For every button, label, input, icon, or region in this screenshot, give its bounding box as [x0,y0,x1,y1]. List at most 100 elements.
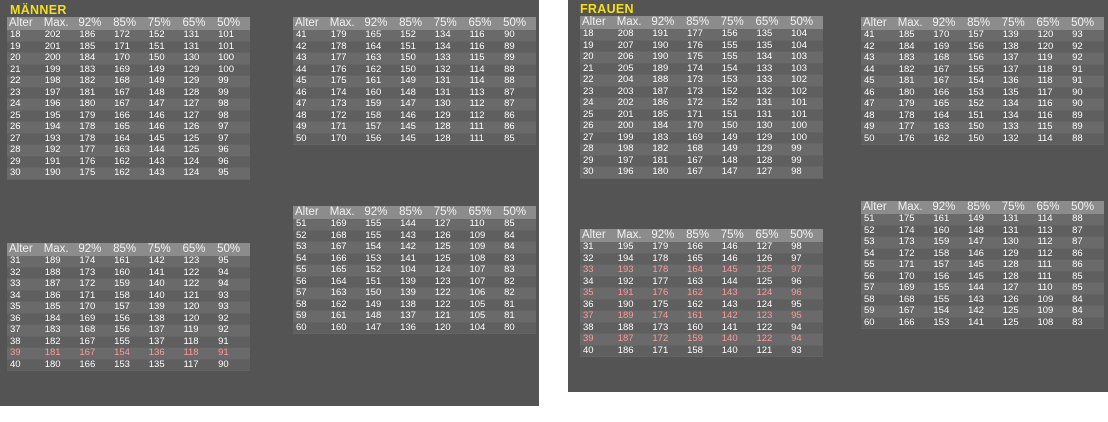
table-cell: 118 [1037,76,1053,86]
table-cell: 88 [504,76,515,86]
column-header: Max. [43,17,69,29]
table-cell: 167 [114,87,130,98]
table-cell: 162 [687,288,703,298]
table-cell: 151 [148,41,165,52]
table-cell: 85 [504,133,515,144]
table-row: 52 168 155 143 126 109 84 [293,230,536,242]
table-cell: 132 [756,86,773,97]
table-cell: 144 [721,276,738,287]
table-cell: 113 [469,87,485,98]
table-cell: 107 [469,276,486,287]
table-cell: 166 [687,242,703,252]
table-cell: 188 [617,322,634,333]
table-cell: 176 [898,133,915,144]
table-cell: 159 [933,237,950,247]
table-cell: 150 [400,53,416,63]
table-cell: 129 [183,76,200,86]
table-cell: 163 [365,53,382,63]
table-cell: 170 [114,53,130,63]
column-header: 65% [182,17,206,29]
table-cell: 147 [968,237,984,247]
table-cell: 60 [296,322,307,333]
table-row: 27 199 183 169 149 129 100 [580,132,823,144]
table-cell: 178 [898,110,915,121]
table-cell: 189 [652,63,669,74]
table-cell: 177 [898,122,915,132]
table-row: 36 190 175 162 143 124 95 [580,299,823,311]
table-cell: 128 [434,122,451,132]
table-cell: 56 [296,276,307,287]
table-cell: 206 [617,52,634,62]
table-cell: 122 [434,288,451,298]
table-row: 35 191 176 162 143 124 96 [580,288,823,300]
table-cell: 89 [1072,122,1083,132]
table-cell: 153 [933,317,950,328]
table-cell: 133 [434,53,451,63]
table-cell: 92 [1072,53,1083,63]
table-cell: 162 [687,299,703,310]
column-header: 50% [1071,17,1095,29]
table-cell: 141 [400,253,416,264]
table-row: 22 198 182 168 149 129 99 [7,76,250,88]
table-cell: 110 [469,219,485,229]
table-cell: 208 [617,29,634,39]
table-cell: 41 [296,30,307,40]
table-cell: 87 [504,99,515,109]
column-header: 75% [147,243,171,255]
table-cell: 144 [400,219,416,229]
table-cell: 111 [1037,271,1052,282]
table-row: 29 197 181 167 148 128 99 [580,155,823,167]
table-cell: 188 [652,75,669,85]
table-cell: 26 [10,122,21,132]
table-cell: 153 [114,359,130,370]
table-cell: 129 [434,110,451,121]
table-cell: 171 [898,260,915,270]
table-cell: 43 [296,53,307,63]
table-row: 59 167 154 142 125 109 84 [861,306,1104,318]
table-cell: 106 [469,288,486,298]
table-row: 60 166 153 141 125 108 83 [861,317,1104,329]
table-cell: 161 [330,311,347,321]
table-row: 49 171 157 145 128 111 86 [293,122,536,134]
table-cell: 194 [44,122,61,132]
table-cell: 148 [400,87,416,98]
table-cell: 105 [469,299,486,310]
heart-rate-table: Alter Max. 92% 85% 75% 65% 50% 41 185 170 157 139 12… [861,17,1104,145]
table-cell: 179 [898,99,915,109]
table-cell: 124 [183,156,200,167]
table-cell: 153 [968,87,984,98]
table-row: 40 180 166 153 135 117 90 [7,359,250,371]
table-cell: 145 [148,133,165,144]
table-cell: 89 [504,41,515,52]
table-row: 60 160 147 136 120 104 80 [293,322,536,334]
table-cell: 47 [864,99,875,109]
table-cell: 126 [434,230,451,241]
table-cell: 171 [79,290,96,301]
table-cell: 190 [44,168,61,178]
table-cell: 94 [791,322,802,333]
table-cell: 197 [617,155,634,166]
table-cell: 48 [864,110,875,121]
table-cell: 156 [968,53,984,63]
table-cell: 125 [1002,306,1019,316]
table-cell: 103 [791,52,807,62]
table-cell: 161 [933,214,950,224]
table-cell: 170 [330,133,347,144]
table-row: 58 162 149 138 122 105 81 [293,299,536,311]
table-cell: 132 [434,64,451,75]
table-cell: 33 [10,279,21,289]
table-cell: 173 [898,237,915,247]
column-header: 85% [967,201,991,213]
table-cell: 138 [148,313,165,324]
table-row: 34 192 177 163 144 125 96 [580,276,823,288]
table-cell: 90 [1072,99,1083,109]
table-cell: 129 [756,132,773,143]
table-cell: 150 [968,122,984,132]
table-cell: 172 [330,110,347,121]
table-cell: 149 [365,299,382,310]
table-cell: 54 [296,253,307,264]
panel-title: MÄNNER [10,3,67,17]
table-cell: 202 [617,98,634,108]
table-cell: 147 [148,99,165,109]
table-cell: 190 [617,299,634,310]
